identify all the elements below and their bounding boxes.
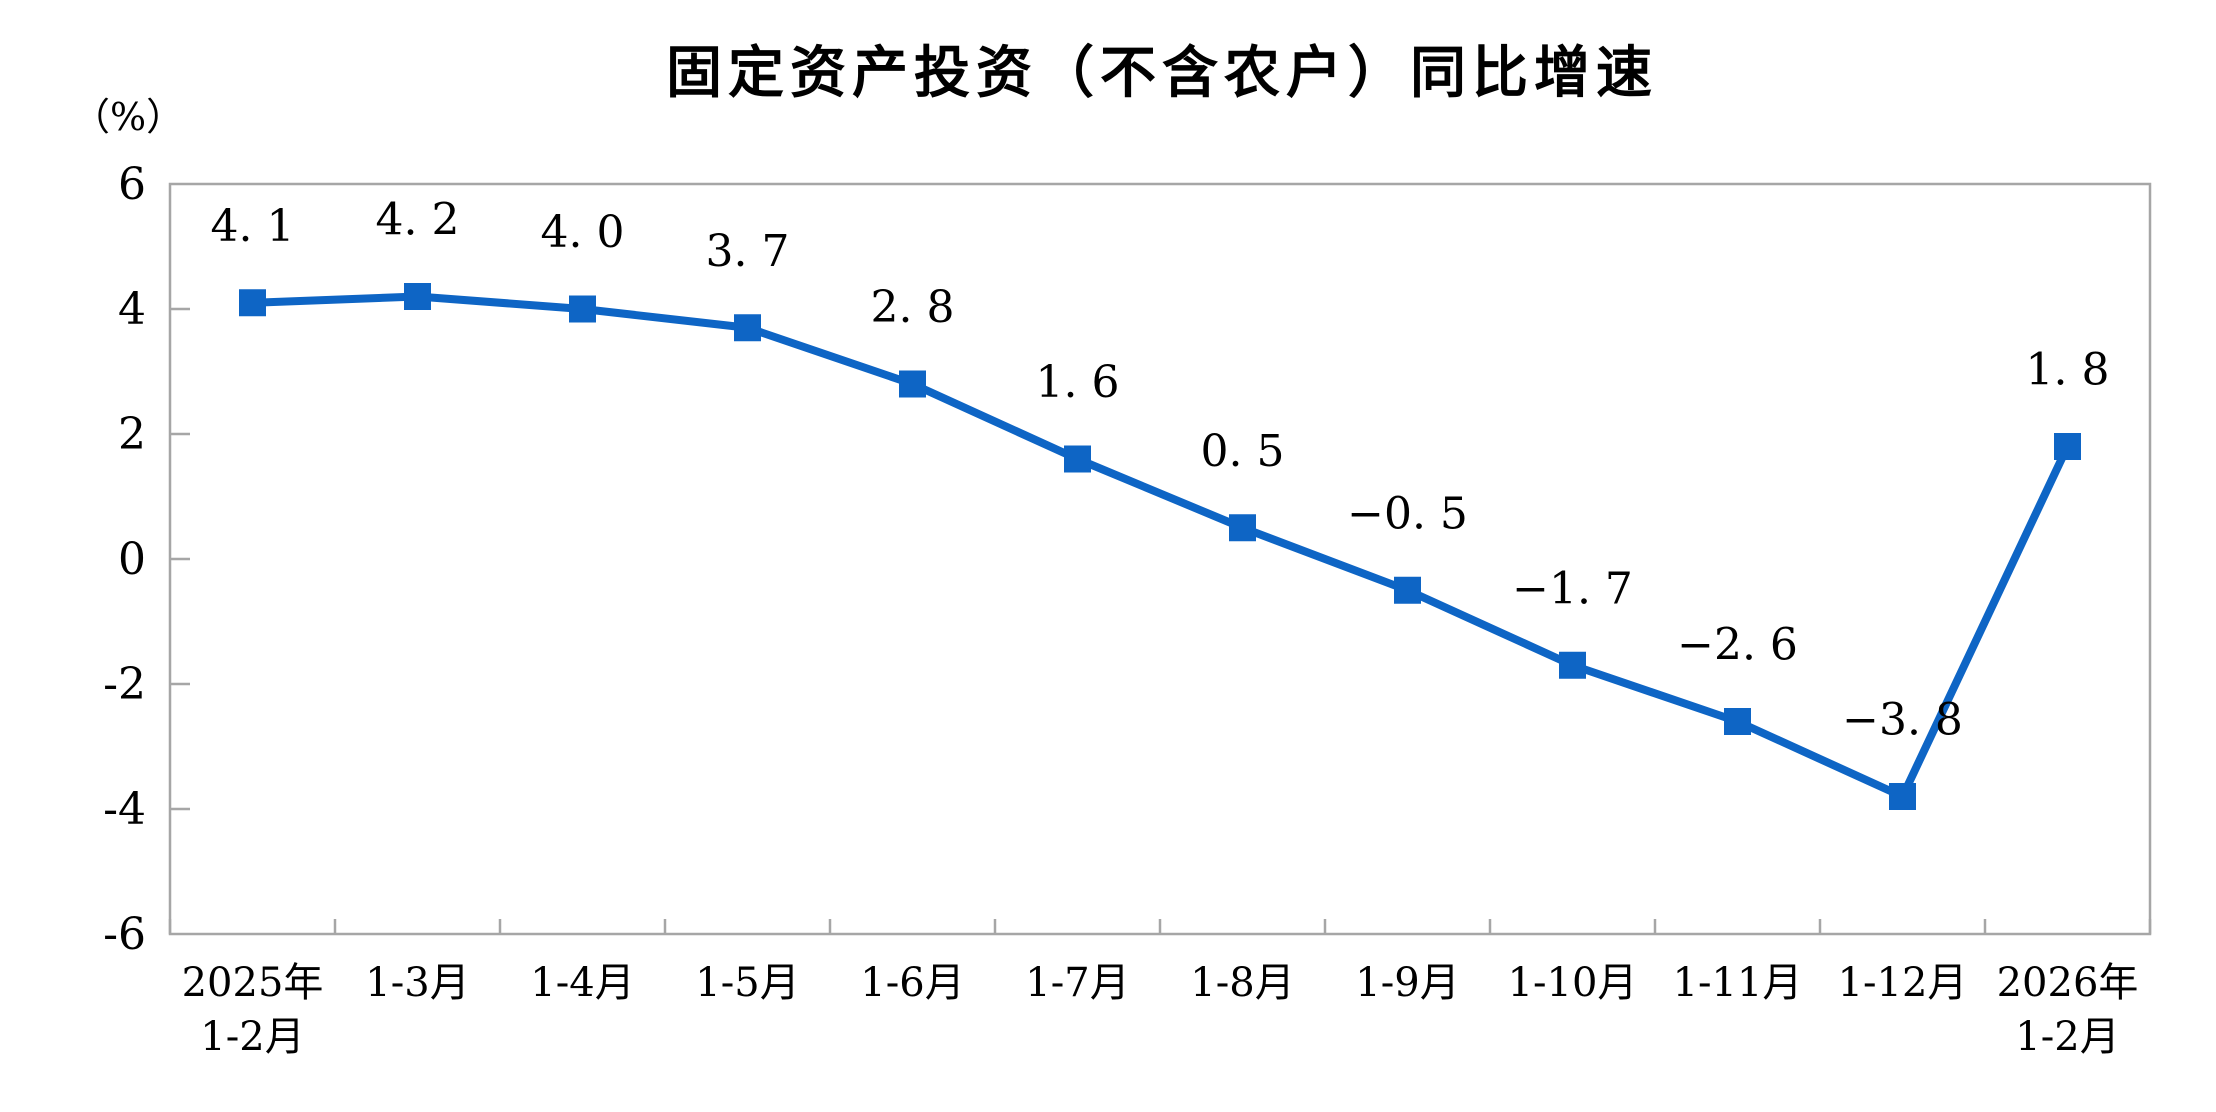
data-point-label: 2. 8 — [871, 282, 955, 333]
x-axis-label: 1-3月 — [365, 960, 469, 1006]
y-axis-tick-label: 6 — [118, 159, 146, 210]
data-point-label: −3. 8 — [1842, 695, 1963, 746]
data-point-label: −1. 7 — [1512, 563, 1633, 614]
data-point-label: 0. 5 — [1201, 426, 1285, 477]
data-point-marker — [899, 370, 926, 398]
y-axis-tick-label: -6 — [103, 909, 146, 960]
y-axis-tick-label: 4 — [118, 284, 146, 335]
data-point-marker — [1064, 445, 1091, 473]
y-axis-tick-label: -4 — [103, 784, 146, 835]
data-point-label: −2. 6 — [1677, 620, 1798, 671]
x-axis-label: 1-11月 — [1673, 960, 1803, 1006]
x-axis-label: 1-6月 — [860, 960, 964, 1006]
x-axis-label: 1-12月 — [1838, 960, 1968, 1006]
x-axis-label: 1-8月 — [1190, 960, 1294, 1006]
data-point-marker — [1229, 514, 1256, 542]
data-point-marker — [1724, 708, 1751, 735]
data-point-marker — [1394, 576, 1421, 604]
x-axis-label: 1-10月 — [1508, 960, 1638, 1006]
data-point-marker — [239, 289, 266, 317]
data-point-label: 4. 2 — [376, 195, 460, 246]
x-axis-label: 1-7月 — [1025, 960, 1129, 1006]
data-point-label: 4. 0 — [541, 207, 625, 258]
data-point-label: 1. 8 — [2026, 345, 2110, 396]
y-axis-tick-label: 0 — [118, 534, 146, 585]
y-axis-tick-label: 2 — [118, 409, 146, 460]
y-axis-tick-label: -2 — [103, 659, 146, 710]
data-point-marker — [404, 283, 431, 310]
x-axis-label: 1-5月 — [695, 960, 799, 1006]
data-point-marker — [2054, 433, 2081, 460]
x-axis-label: 2026年 1-2月 — [1997, 960, 2139, 1060]
data-point-label: −0. 5 — [1347, 488, 1468, 539]
data-point-marker — [569, 295, 596, 323]
data-point-marker — [734, 314, 761, 342]
data-point-label: 1. 6 — [1036, 357, 1120, 408]
chart-title: 固定资产投资（不含农户）同比增速 — [666, 41, 1658, 106]
data-point-label: 3. 7 — [706, 226, 790, 277]
x-axis-label: 1-9月 — [1355, 960, 1459, 1006]
x-axis-label: 1-4月 — [530, 960, 634, 1006]
data-point-marker — [1889, 783, 1916, 810]
x-axis-label: 2025年 1-2月 — [182, 960, 324, 1060]
data-point-label: 4. 1 — [211, 201, 295, 252]
data-point-marker — [1559, 651, 1586, 679]
y-axis-unit-label: （%） — [72, 95, 185, 139]
chart-line — [248, 292, 2072, 801]
